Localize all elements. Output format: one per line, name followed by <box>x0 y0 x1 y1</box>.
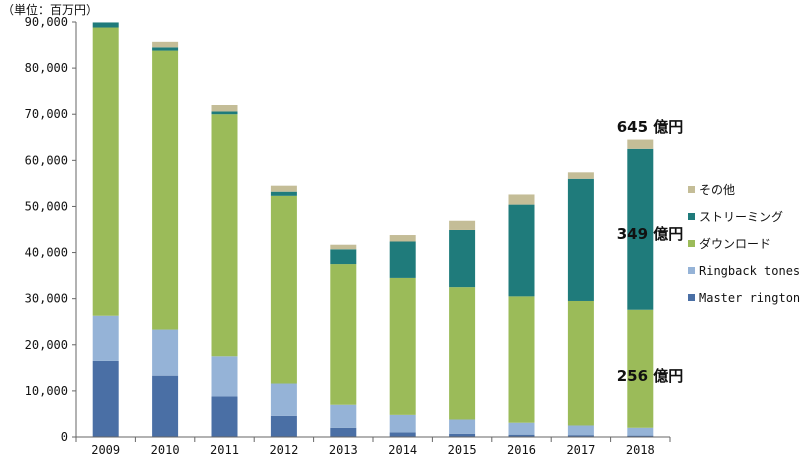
bar-2018-series-0 <box>627 435 654 437</box>
bar-2014-series-4 <box>389 235 416 242</box>
bar-2017-series-3 <box>567 178 594 301</box>
bar-2017-series-0 <box>567 435 594 437</box>
y-tick-label: 90,000 <box>25 15 68 29</box>
y-tick-label: 50,000 <box>25 199 68 213</box>
bar-2012-series-4 <box>270 185 297 192</box>
legend-label-1: Ringback tones <box>699 264 800 278</box>
bar-2012-series-1 <box>270 383 297 416</box>
bar-2009-series-1 <box>92 315 119 361</box>
x-tick-label: 2013 <box>329 443 358 457</box>
axes-layer: 0 10,000 20,000 30,000 40,000 50,000 60,000 70,… <box>25 15 671 457</box>
bar-2010-series-0 <box>152 375 179 437</box>
bar-2012-series-2 <box>270 195 297 384</box>
x-tick-label: 2017 <box>566 443 595 457</box>
y-tick-label: 20,000 <box>25 338 68 352</box>
bar-2013-series-2 <box>330 264 357 405</box>
legend-swatch-4 <box>688 186 695 193</box>
bar-2014-series-1 <box>389 414 416 433</box>
bar-2018-series-4 <box>627 139 654 149</box>
annotation-streaming-2018: 349 億円 <box>617 225 684 243</box>
bar-2011-series-2 <box>211 114 238 357</box>
bar-2018-series-2 <box>627 309 654 428</box>
bar-2011-series-1 <box>211 356 238 397</box>
bar-2017-series-2 <box>567 300 594 426</box>
bar-2016-series-3 <box>508 204 535 297</box>
bar-2012-series-3 <box>270 191 297 196</box>
y-tick-label: 30,000 <box>25 292 68 306</box>
legend-label-4: その他 <box>699 183 735 197</box>
x-tick-label: 2015 <box>448 443 477 457</box>
bar-2013-series-0 <box>330 427 357 437</box>
bar-2015-series-1 <box>449 419 476 434</box>
bar-2016-series-0 <box>508 434 535 437</box>
bar-2018-series-1 <box>627 427 654 436</box>
x-tick-label: 2016 <box>507 443 536 457</box>
legend-swatch-1 <box>688 267 695 274</box>
bar-2018-series-3 <box>627 148 654 310</box>
y-tick-label: 60,000 <box>25 153 68 167</box>
legend-swatch-3 <box>688 213 695 220</box>
bar-2013-series-1 <box>330 404 357 428</box>
bar-2011-series-4 <box>211 105 238 112</box>
bar-2009-series-0 <box>92 360 119 437</box>
bar-2013-series-3 <box>330 249 357 265</box>
bar-2017-series-4 <box>567 172 594 179</box>
bar-2016-series-1 <box>508 422 535 435</box>
bar-2016-series-2 <box>508 296 535 423</box>
annotation-download-2018: 256 億円 <box>617 367 684 385</box>
y-tick-label: 10,000 <box>25 384 68 398</box>
x-tick-label: 2010 <box>151 443 180 457</box>
bar-2014-series-3 <box>389 241 416 278</box>
legend-label-2: ダウンロード <box>699 236 771 251</box>
x-tick-label: 2018 <box>626 443 655 457</box>
y-tick-label: 70,000 <box>25 107 68 121</box>
bar-2010-series-2 <box>152 50 179 330</box>
bar-2012-series-0 <box>270 415 297 437</box>
bar-2010-series-4 <box>152 41 179 48</box>
x-tick-label: 2012 <box>269 443 298 457</box>
bar-2014-series-0 <box>389 432 416 437</box>
bar-2014-series-2 <box>389 277 416 415</box>
bar-2015-series-4 <box>449 220 476 230</box>
legend-label-0: Master ringtones <box>699 291 800 305</box>
bar-2010-series-3 <box>152 47 179 51</box>
x-tick-label: 2011 <box>210 443 239 457</box>
bar-2011-series-3 <box>211 111 238 115</box>
bar-2009-series-2 <box>92 27 119 316</box>
bar-2015-series-0 <box>449 433 476 437</box>
bars-layer <box>92 22 654 437</box>
bar-2013-series-4 <box>330 244 357 250</box>
y-tick-label: 40,000 <box>25 246 68 260</box>
bar-2011-series-0 <box>211 396 238 437</box>
legend-swatch-2 <box>688 240 695 247</box>
unit-label: （単位：百万円） <box>2 2 98 17</box>
x-tick-label: 2009 <box>91 443 120 457</box>
x-tick-label: 2014 <box>388 443 417 457</box>
bar-2015-series-2 <box>449 287 476 420</box>
legend-label-3: ストリーミング <box>699 210 783 224</box>
y-tick-label: 80,000 <box>25 61 68 75</box>
legend-swatch-0 <box>688 294 695 301</box>
bar-2017-series-1 <box>567 425 594 436</box>
bar-2009-series-3 <box>92 22 119 28</box>
annotation-total-2018: 645 億円 <box>617 118 684 136</box>
bar-2010-series-1 <box>152 329 179 376</box>
bar-2015-series-3 <box>449 229 476 288</box>
y-tick-label: 0 <box>61 430 68 444</box>
bar-2016-series-4 <box>508 194 535 205</box>
